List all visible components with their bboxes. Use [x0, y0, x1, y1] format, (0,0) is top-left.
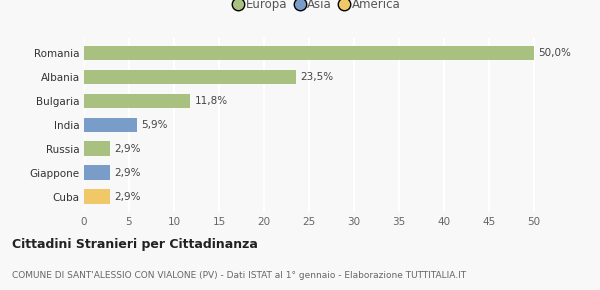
Text: 23,5%: 23,5%: [300, 72, 333, 82]
Bar: [84, 70, 296, 84]
Text: 2,9%: 2,9%: [115, 192, 141, 202]
Legend: Europa, Asia, America: Europa, Asia, America: [232, 0, 404, 15]
Text: 2,9%: 2,9%: [115, 144, 141, 154]
Bar: [84, 94, 190, 108]
Bar: [84, 46, 534, 60]
Text: 50,0%: 50,0%: [539, 48, 571, 58]
Bar: [84, 189, 110, 204]
Text: 5,9%: 5,9%: [142, 120, 168, 130]
Bar: [84, 165, 110, 180]
Text: COMUNE DI SANT'ALESSIO CON VIALONE (PV) - Dati ISTAT al 1° gennaio - Elaborazion: COMUNE DI SANT'ALESSIO CON VIALONE (PV) …: [12, 271, 466, 280]
Text: 2,9%: 2,9%: [115, 168, 141, 178]
Bar: [84, 142, 110, 156]
Text: 11,8%: 11,8%: [195, 96, 228, 106]
Text: Cittadini Stranieri per Cittadinanza: Cittadini Stranieri per Cittadinanza: [12, 238, 258, 251]
Bar: [84, 117, 137, 132]
